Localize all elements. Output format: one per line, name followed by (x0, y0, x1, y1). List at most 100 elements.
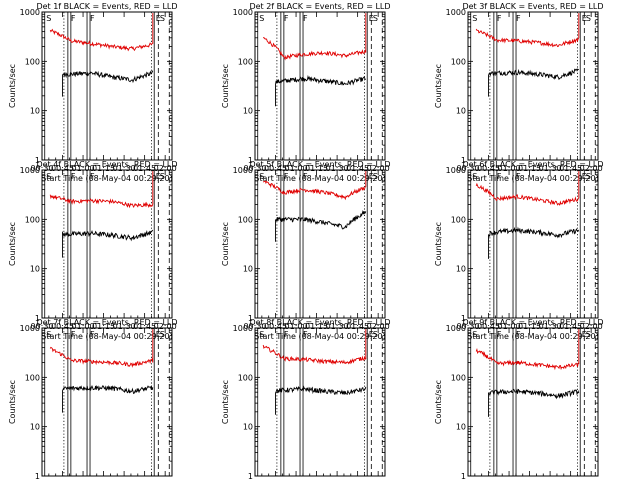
y-axis-label: Counts/sec (434, 222, 443, 266)
panel-title: Det 6f BLACK = Events, RED = LLD (462, 160, 603, 169)
x-tick-label: 01:45 (346, 164, 369, 173)
x-tick-label: 01:30 (539, 164, 562, 173)
panel-3: Det 3f BLACK = Events, RED = LLD 1 10 100 10… (434, 2, 604, 183)
x-tick-label: 00:30 (30, 164, 53, 173)
x-tick-label: 02:00 (580, 322, 603, 331)
marker-label: S (373, 172, 378, 181)
panel-title: Det 7f BLACK = Events, RED = LLD (36, 318, 177, 327)
y-tick-label: 100 (25, 215, 40, 224)
plot-frame (467, 169, 599, 319)
y-tick-label: 1000 (233, 324, 253, 333)
marker-label: E (582, 14, 587, 23)
y-tick-label: 1000 (233, 166, 253, 175)
x-tick-label: 00:45 (51, 322, 74, 331)
marker-label: F (497, 330, 502, 339)
y-axis-label: Counts/sec (8, 222, 17, 266)
y-axis-label: Counts/sec (221, 222, 230, 266)
lld-series-line (49, 329, 154, 368)
panel-7: Det 7f BLACK = Events, RED = LLD 1 10 100 10… (8, 318, 178, 484)
marker-label: S (160, 172, 165, 181)
lld-series-line (262, 13, 367, 61)
panel-2: Det 2f BLACK = Events, RED = LLD 1 10 100 10… (221, 2, 391, 183)
marker-label: F (516, 172, 521, 181)
x-tick-label: 02:00 (367, 322, 390, 331)
y-tick-label: 1000 (20, 166, 40, 175)
panel-8: Det 8f BLACK = Events, RED = LLD 1 10 100 10… (221, 318, 391, 484)
x-tick-label: 01:30 (326, 322, 349, 331)
y-tick-label: 100 (238, 373, 253, 382)
x-tick-label: 01:15 (518, 164, 541, 173)
marker-label: E (582, 172, 587, 181)
y-tick-label: 10 (243, 265, 253, 274)
panel-1: Det 1f BLACK = Events, RED = LLD 1 10 100 10… (8, 2, 178, 183)
x-tick-label: 02:00 (154, 322, 177, 331)
marker-label: S (46, 172, 51, 181)
x-tick-label: 01:00 (72, 164, 95, 173)
marker-label: F (90, 14, 95, 23)
x-tick-label: 01:15 (305, 322, 328, 331)
marker-label: F (497, 172, 502, 181)
panel-title: Det 4f BLACK = Events, RED = LLD (36, 160, 177, 169)
marker-label: E (156, 330, 161, 339)
y-axis-label: Counts/sec (221, 380, 230, 424)
x-tick-label: 01:45 (133, 322, 156, 331)
marker-label: S (586, 330, 591, 339)
x-tick-label: 00:45 (264, 164, 287, 173)
marker-label: S (373, 330, 378, 339)
events-series-line (62, 69, 154, 97)
marker-label: S (373, 14, 378, 23)
panel-title: Det 1f BLACK = Events, RED = LLD (36, 2, 177, 11)
lld-series-line (49, 171, 154, 209)
lld-series-line (475, 171, 580, 206)
marker-label: F (71, 172, 76, 181)
marker-label: F (497, 14, 502, 23)
y-tick-label: 100 (25, 373, 40, 382)
plot-frame (254, 327, 386, 477)
x-tick-label: 00:45 (477, 322, 500, 331)
y-tick-label: 10 (30, 423, 40, 432)
marker-label: F (303, 14, 308, 23)
marker-label: F (516, 330, 521, 339)
y-tick-label: 1000 (446, 8, 466, 17)
y-tick-label: 1 (248, 472, 253, 480)
marker-label: E (156, 14, 161, 23)
x-tick-label: 01:15 (92, 322, 115, 331)
lld-series-line (262, 329, 367, 365)
marker-label: F (303, 172, 308, 181)
y-tick-label: 100 (25, 57, 40, 66)
y-tick-label: 1 (461, 314, 466, 323)
marker-label: F (71, 330, 76, 339)
events-series-line (275, 74, 366, 107)
marker-label: F (90, 172, 95, 181)
panel-4: Det 4f BLACK = Events, RED = LLD 1 10 100 10… (8, 160, 178, 341)
marker-label: F (303, 330, 308, 339)
events-series-line (488, 226, 580, 259)
panel-6: Det 6f BLACK = Events, RED = LLD 1 10 100 10… (434, 160, 604, 341)
events-series-line (62, 229, 154, 258)
plot-frame (467, 11, 599, 161)
panel-title: Det 3f BLACK = Events, RED = LLD (462, 2, 603, 11)
plot-frame (41, 11, 173, 161)
marker-label: E (369, 172, 374, 181)
x-axis-label: Start Time (08-May-04 00:29:20) (467, 174, 598, 183)
marker-label: F (516, 14, 521, 23)
marker-label: E (369, 330, 374, 339)
x-tick-label: 01:45 (133, 164, 156, 173)
y-tick-label: 1000 (20, 8, 40, 17)
panel-title: Det 2f BLACK = Events, RED = LLD (249, 2, 390, 11)
x-tick-label: 02:00 (367, 164, 390, 173)
y-axis-label: Counts/sec (434, 380, 443, 424)
y-tick-label: 100 (451, 215, 466, 224)
marker-label: S (46, 330, 51, 339)
x-axis-label: Start Time (08-May-04 00:29:20) (467, 332, 598, 341)
plot-frame (41, 327, 173, 477)
marker-label: S (46, 14, 51, 23)
y-tick-label: 10 (243, 107, 253, 116)
y-tick-label: 10 (30, 107, 40, 116)
y-tick-label: 1000 (233, 8, 253, 17)
marker-label: S (472, 14, 477, 23)
events-series-line (62, 384, 154, 413)
x-tick-label: 01:15 (305, 164, 328, 173)
